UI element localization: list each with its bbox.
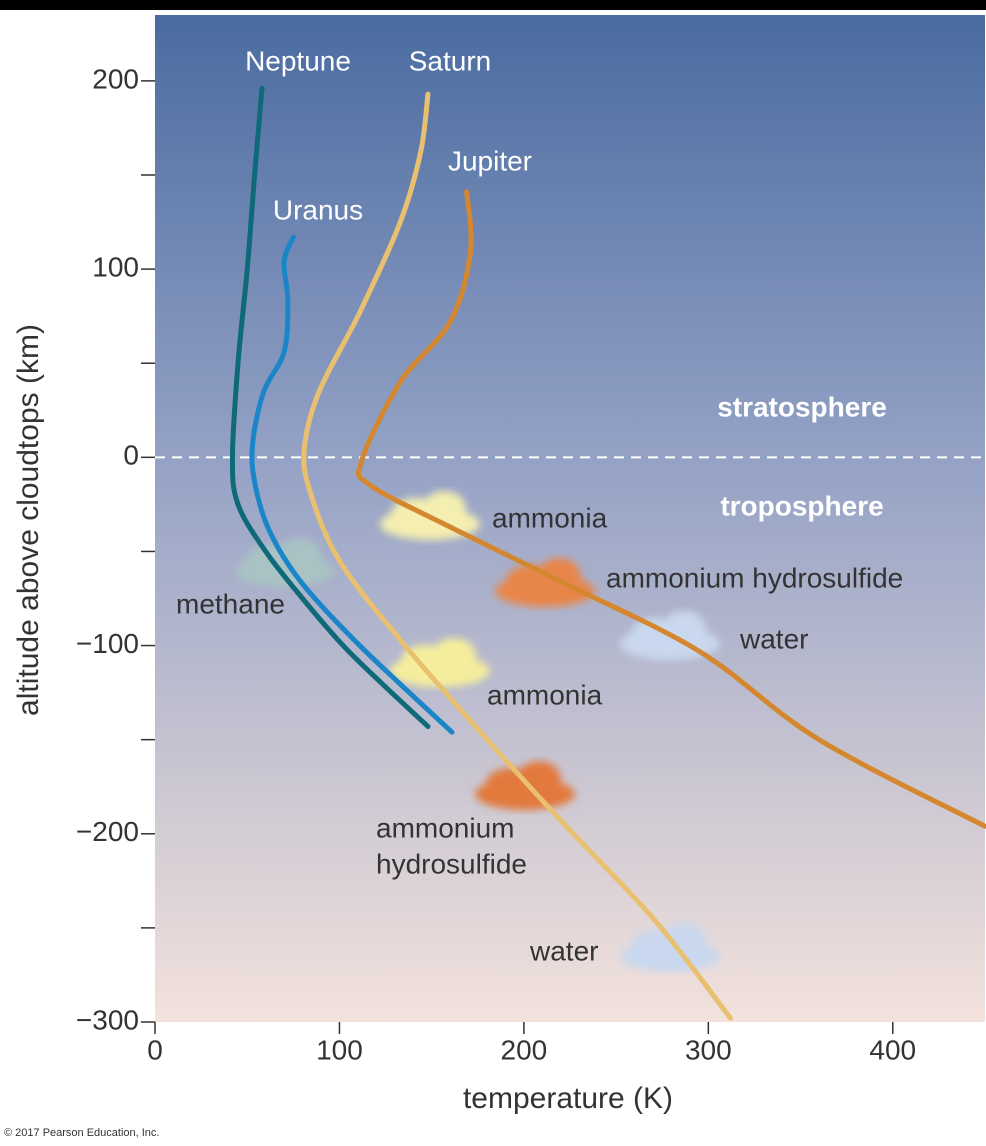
- x-tick-label: 100: [316, 1034, 363, 1065]
- series-line: [229, 85, 431, 729]
- cloud-label: water: [529, 935, 598, 966]
- region-label: stratosphere: [717, 391, 887, 422]
- cloud-label: water: [739, 623, 808, 654]
- y-tick-label: −200: [76, 816, 139, 847]
- cloud-label: ammonium hydrosulfide: [606, 562, 903, 593]
- credit: © 2017 Pearson Education, Inc.: [4, 1127, 159, 1139]
- x-tick-label: 0: [147, 1034, 163, 1065]
- cloud-label: ammonia: [487, 679, 603, 710]
- y-tick-label: −300: [76, 1004, 139, 1035]
- y-tick-label: 0: [123, 440, 139, 471]
- cloud-label: ammonia: [492, 502, 608, 533]
- cloud-label: methane: [176, 588, 285, 619]
- cloud-label: hydrosulfide: [376, 848, 527, 879]
- series-line: [249, 234, 455, 735]
- frame: [0, 0, 986, 10]
- cloud-puff: [662, 923, 706, 959]
- y-tick-label: −100: [76, 628, 139, 659]
- y-tick-label: 200: [92, 63, 139, 94]
- x-tick-label: 200: [501, 1034, 548, 1065]
- x-tick-label: 300: [685, 1034, 732, 1065]
- series-line: [301, 91, 733, 1021]
- series-label: Neptune: [245, 45, 351, 76]
- y-tick-label: 100: [92, 251, 139, 282]
- series-line: [355, 189, 986, 829]
- series-label: Saturn: [409, 45, 492, 76]
- region-label: troposphere: [720, 490, 883, 521]
- cloud-label: ammonium: [376, 812, 514, 843]
- x-axis-label: temperature (K): [463, 1082, 673, 1115]
- plot-area: [155, 15, 985, 1022]
- cloud: [390, 638, 490, 687]
- cloud: [620, 923, 720, 972]
- y-axis-label: altitude above cloudtops (km): [12, 324, 45, 716]
- cloud-puff: [432, 638, 476, 674]
- x-tick-label: 400: [869, 1034, 916, 1065]
- series-label: Jupiter: [448, 145, 532, 176]
- series-label: Uranus: [273, 194, 363, 225]
